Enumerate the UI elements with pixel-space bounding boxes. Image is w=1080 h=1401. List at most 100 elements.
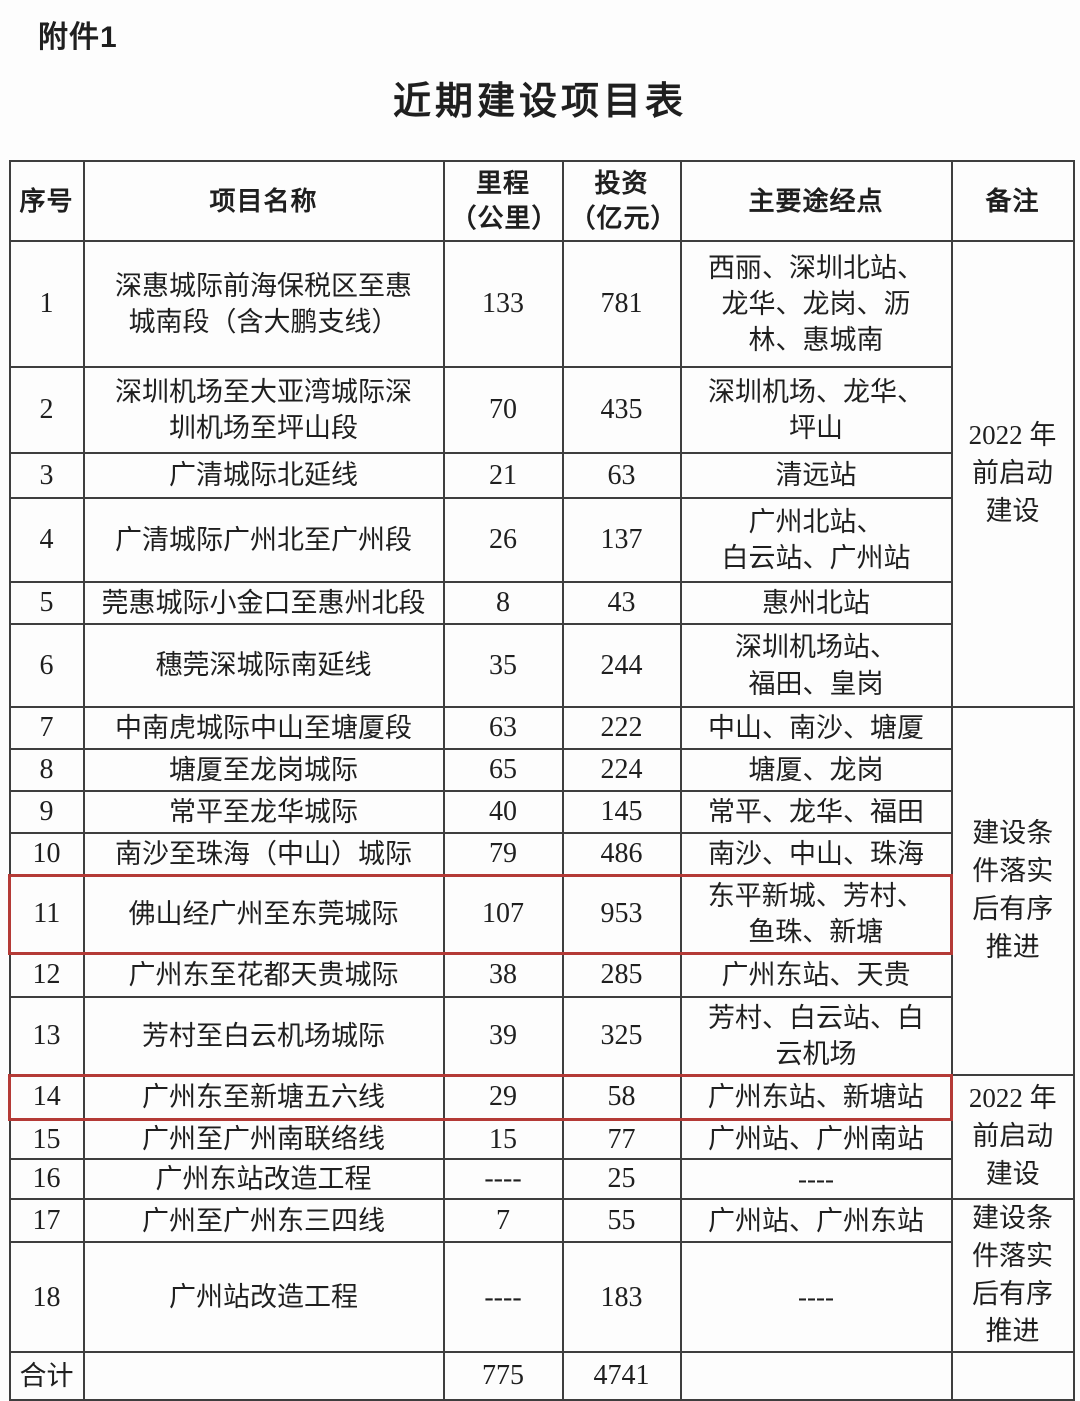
- total-waypoints: [679, 1351, 953, 1401]
- total-mileage: 775: [442, 1351, 564, 1401]
- cell-remark: 建设条 件落实 后有序 推进: [950, 706, 1075, 1076]
- table-row: 12 广州东至花都天贵城际 38 285 广州东站、天贵: [8, 952, 1074, 998]
- cell-mileage: 35: [442, 623, 564, 708]
- cell-project-name: 深惠城际前海保税区至惠 城南段（含大鹏支线）: [82, 240, 445, 368]
- cell-seq: 7: [8, 706, 85, 750]
- cell-project-name: 广清城际广州北至广州段: [82, 497, 445, 583]
- table-body: 1 深惠城际前海保税区至惠 城南段（含大鹏支线） 133 781 西丽、深圳北站、 龙华…: [8, 240, 1075, 1401]
- cell-investment: 953: [561, 873, 682, 955]
- cell-project-name: 广州东至花都天贵城际: [82, 952, 445, 998]
- table-row: 10 南沙至珠海（中山）城际 79 486 南沙、中山、珠海: [8, 832, 1074, 876]
- cell-mileage: 26: [442, 497, 564, 583]
- total-row: 合计 775 4741: [8, 1351, 1075, 1401]
- cell-mileage: 29: [442, 1073, 564, 1121]
- cell-investment: 55: [561, 1198, 682, 1244]
- cell-mileage: 8: [442, 581, 564, 625]
- cell-investment: 435: [561, 366, 682, 454]
- cell-seq: 15: [8, 1117, 85, 1161]
- cell-waypoints: ----: [679, 1158, 953, 1201]
- cell-mileage: 40: [442, 790, 564, 834]
- cell-waypoints: 广州站、广州南站: [679, 1117, 953, 1161]
- table-row: 15 广州至广州南联络线 15 77 广州站、广州南站: [8, 1117, 1074, 1161]
- cell-investment: 58: [561, 1073, 682, 1121]
- cell-project-name: 广州站改造工程: [82, 1241, 445, 1354]
- cell-investment: 137: [561, 497, 682, 583]
- cell-waypoints: 中山、南沙、塘厦: [679, 706, 953, 750]
- cell-seq: 3: [8, 452, 85, 499]
- cell-waypoints: 南沙、中山、珠海: [679, 832, 953, 876]
- cell-remark: 2022 年 前启动 建设: [950, 1073, 1075, 1201]
- cell-project-name: 穗莞深城际南延线: [82, 623, 445, 708]
- page-title: 近期建设项目表: [392, 81, 687, 123]
- cell-seq: 13: [8, 996, 85, 1076]
- header-cell-name: 项目名称: [82, 160, 445, 242]
- cell-seq: 18: [8, 1241, 85, 1354]
- cell-mileage: 79: [442, 832, 564, 876]
- cell-waypoints: 惠州北站: [679, 581, 953, 625]
- cell-project-name: 广州东至新塘五六线: [82, 1073, 445, 1121]
- table-row: 2 深圳机场至大亚湾城际深 圳机场至坪山段 70 435 深圳机场、龙华、 坪山: [8, 366, 1074, 454]
- table-row: 17 广州至广州东三四线 7 55 广州站、广州东站 建设条 件落实 后有序 推进: [8, 1198, 1075, 1354]
- header-cell-waypoints: 主要途经点: [679, 160, 953, 242]
- table-row: 4 广清城际广州北至广州段 26 137 广州北站、 白云站、广州站: [8, 497, 1074, 583]
- cell-project-name: 佛山经广州至东莞城际: [82, 873, 445, 955]
- header-cell-no: 序号: [8, 160, 85, 242]
- cell-waypoints: 清远站: [679, 452, 953, 499]
- cell-waypoints: 广州站、广州东站: [679, 1198, 953, 1244]
- cell-seq: 14: [8, 1073, 85, 1121]
- cell-waypoints: 广州东站、新塘站: [679, 1073, 953, 1121]
- cell-investment: 244: [561, 623, 682, 708]
- table-row: 1 深惠城际前海保税区至惠 城南段（含大鹏支线） 133 781 西丽、深圳北站、 龙华…: [8, 240, 1075, 708]
- cell-project-name: 广州至广州南联络线: [82, 1117, 445, 1161]
- cell-project-name: 深圳机场至大亚湾城际深 圳机场至坪山段: [82, 366, 445, 454]
- cell-waypoints: 广州东站、天贵: [679, 952, 953, 998]
- table-row: 13 芳村至白云机场城际 39 325 芳村、白云站、白 云机场: [8, 996, 1074, 1076]
- cell-waypoints: 西丽、深圳北站、 龙华、龙岗、沥 林、惠城南: [679, 240, 953, 368]
- cell-investment: 77: [561, 1117, 682, 1161]
- cell-project-name: 南沙至珠海（中山）城际: [82, 832, 445, 876]
- cell-remark: 建设条 件落实 后有序 推进: [950, 1198, 1075, 1354]
- cell-remark: 2022 年 前启动 建设: [950, 240, 1075, 708]
- cell-mileage: ----: [442, 1241, 564, 1354]
- cell-investment: 325: [561, 996, 682, 1076]
- table-row: 7 中南虎城际中山至塘厦段 63 222 中山、南沙、塘厦 建设条 件落实 后有序 推进: [8, 706, 1075, 1076]
- cell-waypoints: 塘厦、龙岗: [679, 748, 953, 792]
- cell-seq: 2: [8, 366, 85, 454]
- cell-mileage: 39: [442, 996, 564, 1076]
- cell-seq: 10: [8, 832, 85, 876]
- cell-mileage: 65: [442, 748, 564, 792]
- cell-waypoints: 深圳机场站、 福田、皇岗: [679, 623, 953, 708]
- cell-waypoints: 芳村、白云站、白 云机场: [679, 996, 953, 1076]
- table-row: 16 广州东站改造工程 ---- 25 ----: [8, 1158, 1074, 1201]
- cell-waypoints: 深圳机场、龙华、 坪山: [679, 366, 953, 454]
- total-name: [82, 1351, 445, 1401]
- header-cell-investment: 投资 （亿元）: [561, 160, 682, 242]
- attachment-label: 附件1: [38, 21, 118, 54]
- cell-mileage: 15: [442, 1117, 564, 1161]
- cell-project-name: 莞惠城际小金口至惠州北段: [82, 581, 445, 625]
- cell-investment: 43: [561, 581, 682, 625]
- projects-table: 序号 项目名称 里程 （公里） 投资 （亿元） 主要途经点 备注 1 深惠城际前海…: [8, 160, 1075, 1401]
- cell-project-name: 广州东站改造工程: [82, 1158, 445, 1201]
- cell-seq: 9: [8, 790, 85, 834]
- cell-seq: 4: [8, 497, 85, 583]
- cell-waypoints: 常平、龙华、福田: [679, 790, 953, 834]
- cell-waypoints: 东平新城、芳村、 鱼珠、新塘: [679, 873, 953, 955]
- cell-mileage: 38: [442, 952, 564, 998]
- cell-seq: 8: [8, 748, 85, 792]
- table-row: 5 莞惠城际小金口至惠州北段 8 43 惠州北站: [8, 581, 1074, 625]
- cell-investment: 183: [561, 1241, 682, 1354]
- header-cell-mileage: 里程 （公里）: [442, 160, 564, 242]
- cell-investment: 781: [561, 240, 682, 368]
- cell-mileage: 21: [442, 452, 564, 499]
- cell-seq: 17: [8, 1198, 85, 1244]
- table-row: 18 广州站改造工程 ---- 183 ----: [8, 1241, 1074, 1354]
- header-cell-remark: 备注: [950, 160, 1075, 242]
- table-row: 8 塘厦至龙岗城际 65 224 塘厦、龙岗: [8, 748, 1074, 792]
- cell-project-name: 广州至广州东三四线: [82, 1198, 445, 1244]
- cell-investment: 25: [561, 1158, 682, 1201]
- cell-seq: 11: [8, 873, 85, 955]
- table-row-highlighted: 11 佛山经广州至东莞城际 107 953 东平新城、芳村、 鱼珠、新塘: [8, 873, 1074, 955]
- cell-seq: 16: [8, 1158, 85, 1201]
- cell-mileage: 107: [442, 873, 564, 955]
